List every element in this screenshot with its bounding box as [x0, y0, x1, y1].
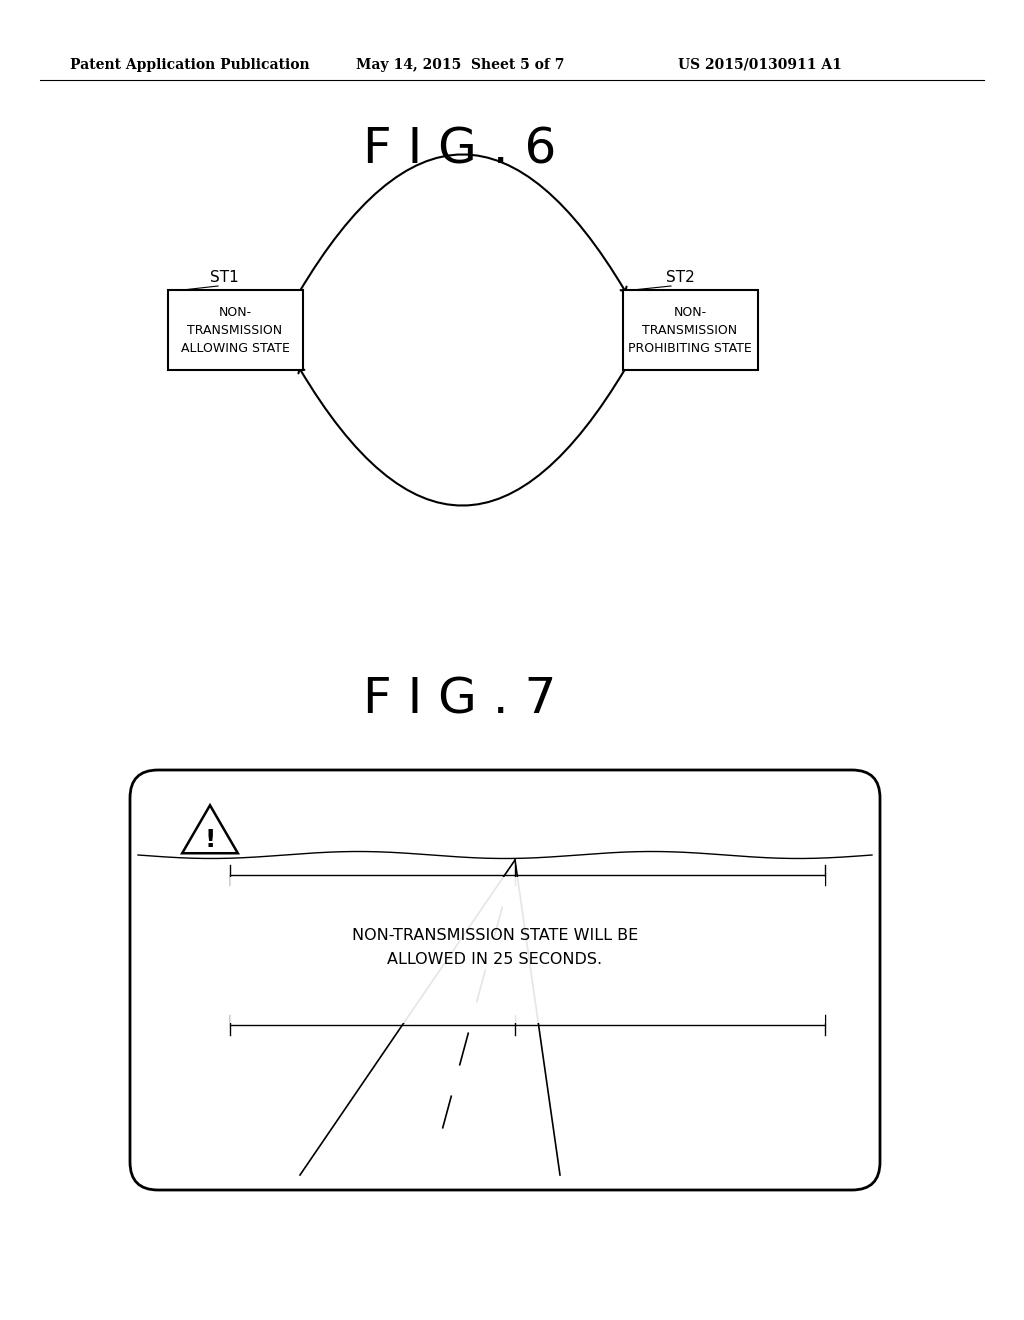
Text: !: ! — [205, 828, 216, 851]
FancyBboxPatch shape — [230, 876, 825, 1023]
Polygon shape — [182, 805, 238, 853]
Text: ST1: ST1 — [210, 271, 239, 285]
Text: NON-
TRANSMISSION
ALLOWING STATE: NON- TRANSMISSION ALLOWING STATE — [180, 305, 290, 355]
Text: US 2015/0130911 A1: US 2015/0130911 A1 — [678, 58, 842, 73]
Text: F I G . 7: F I G . 7 — [364, 676, 557, 723]
FancyBboxPatch shape — [168, 290, 302, 370]
Text: Patent Application Publication: Patent Application Publication — [71, 58, 310, 73]
FancyBboxPatch shape — [623, 290, 758, 370]
Text: ALLOWED IN 25 SECONDS.: ALLOWED IN 25 SECONDS. — [387, 953, 602, 968]
FancyBboxPatch shape — [130, 770, 880, 1191]
Text: F I G . 6: F I G . 6 — [364, 125, 557, 174]
Text: NON-TRANSMISSION STATE WILL BE: NON-TRANSMISSION STATE WILL BE — [352, 928, 638, 944]
Text: May 14, 2015  Sheet 5 of 7: May 14, 2015 Sheet 5 of 7 — [355, 58, 564, 73]
Text: ST2: ST2 — [666, 271, 694, 285]
Text: NON-
TRANSMISSION
PROHIBITING STATE: NON- TRANSMISSION PROHIBITING STATE — [628, 305, 752, 355]
